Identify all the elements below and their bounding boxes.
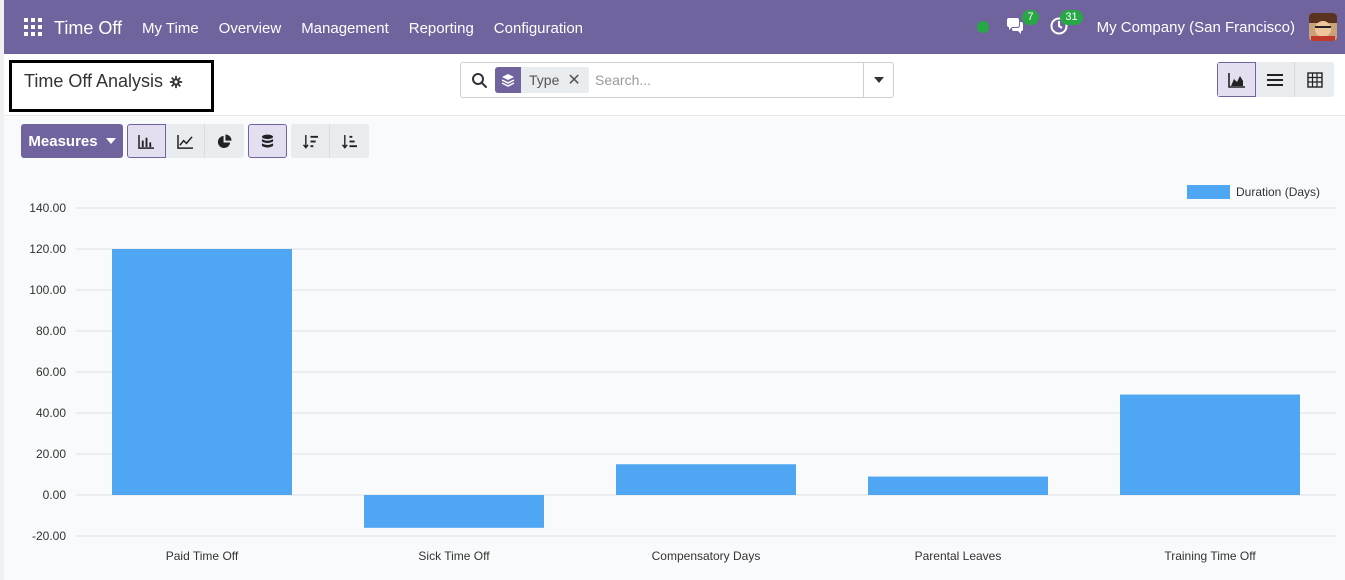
y-tick-label: 80.00 <box>36 324 66 338</box>
facet-label: Type <box>521 67 568 93</box>
company-switcher[interactable]: My Company (San Francisco) <box>1096 18 1295 36</box>
facet-remove-icon[interactable]: ✕ <box>567 67 589 93</box>
bar-training-time-off[interactable] <box>1120 394 1300 495</box>
page-title-text: Time Off Analysis <box>24 71 164 91</box>
bar-sick-time-off[interactable] <box>364 495 544 528</box>
page-title: Time Off Analysis <box>24 71 183 92</box>
clock-icon <box>1050 17 1068 35</box>
activities-button[interactable]: 31 <box>1049 10 1083 38</box>
y-tick-label: 140.00 <box>29 201 66 215</box>
y-tick-label: 100.00 <box>29 283 66 297</box>
area-chart-icon <box>1227 72 1245 88</box>
messages-count-badge: 7 <box>1022 10 1039 25</box>
search-icon[interactable] <box>471 72 488 89</box>
bar-chart-icon <box>138 134 154 149</box>
bar-chart: 140.00 120.00 100.00 80.00 60.00 40.00 20.00 0.… <box>29 185 1336 563</box>
layers-icon <box>495 67 521 93</box>
y-tick-label: 0.00 <box>43 488 67 502</box>
bar-compensatory-days[interactable] <box>616 464 796 495</box>
stacked-toggle-button[interactable] <box>248 124 287 158</box>
menu-overview[interactable]: Overview <box>218 20 282 37</box>
caret-down-icon <box>105 138 116 144</box>
menu-my-time[interactable]: My Time <box>142 20 199 37</box>
pie-chart-button[interactable] <box>205 124 244 158</box>
menu-configuration[interactable]: Configuration <box>493 20 584 37</box>
control-panel: Time Off Analysis <box>4 54 1345 116</box>
line-chart-icon <box>176 134 193 149</box>
presence-status-icon <box>976 21 989 33</box>
search-bar: Type ✕ <box>460 62 894 98</box>
view-switcher <box>1217 62 1334 97</box>
apps-grid-icon[interactable] <box>24 18 42 36</box>
app-brand[interactable]: Time Off <box>54 18 123 38</box>
y-tick-label: 20.00 <box>36 447 66 461</box>
x-tick-label: Compensatory Days <box>652 549 761 563</box>
search-options-toggle[interactable] <box>863 63 893 97</box>
list-icon <box>1267 73 1283 86</box>
graph-toolbar: Measures <box>21 124 373 158</box>
bar-chart-button[interactable] <box>127 124 166 158</box>
sort-group <box>291 124 369 158</box>
database-icon <box>261 134 274 148</box>
graph-content: Measures <box>4 117 1345 580</box>
navbar-systray: 7 31 My Company (San Francisco) <box>976 10 1337 42</box>
y-tick-label: 120.00 <box>29 242 66 256</box>
title-highlight-box <box>9 60 214 112</box>
pivot-view-button[interactable] <box>1295 62 1334 97</box>
y-tick-label: 60.00 <box>36 365 66 379</box>
gear-icon[interactable] <box>169 75 183 89</box>
x-tick-label: Sick Time Off <box>418 549 490 563</box>
pie-chart-icon <box>217 133 232 148</box>
legend-label[interactable]: Duration (Days) <box>1236 185 1320 199</box>
search-input[interactable] <box>595 68 855 92</box>
graph-view-button[interactable] <box>1217 62 1256 97</box>
y-tick-label: 40.00 <box>36 406 66 420</box>
sort-descending-icon <box>302 134 318 149</box>
list-view-button[interactable] <box>1256 62 1295 97</box>
sort-ascending-icon <box>341 134 357 149</box>
caret-down-icon <box>873 77 884 83</box>
x-tick-label: Training Time Off <box>1164 549 1256 563</box>
sort-ascending-button[interactable] <box>330 124 369 158</box>
menu-reporting[interactable]: Reporting <box>408 20 474 37</box>
main-menu: My Time Overview Management Reporting Co… <box>142 20 603 37</box>
activities-count-badge: 31 <box>1060 10 1083 25</box>
menu-management[interactable]: Management <box>301 20 389 37</box>
top-navbar: Time Off My Time Overview Management Rep… <box>4 0 1345 54</box>
chart-type-group <box>127 124 244 158</box>
table-grid-icon <box>1306 71 1323 88</box>
measures-dropdown-button[interactable]: Measures <box>21 124 123 158</box>
bar-paid-time-off[interactable] <box>112 249 292 495</box>
measures-label: Measures <box>28 132 98 150</box>
chat-bubbles-icon <box>1006 18 1023 34</box>
x-tick-label: Parental Leaves <box>915 549 1002 563</box>
line-chart-button[interactable] <box>166 124 205 158</box>
bar-parental-leaves[interactable] <box>868 476 1048 495</box>
messages-button[interactable]: 7 <box>1005 10 1039 38</box>
user-avatar[interactable] <box>1309 13 1337 41</box>
search-facet-type: Type ✕ <box>495 67 589 93</box>
x-tick-label: Paid Time Off <box>166 549 239 563</box>
y-tick-label: -20.00 <box>32 529 66 543</box>
sort-descending-button[interactable] <box>291 124 330 158</box>
legend-swatch[interactable] <box>1187 185 1230 199</box>
